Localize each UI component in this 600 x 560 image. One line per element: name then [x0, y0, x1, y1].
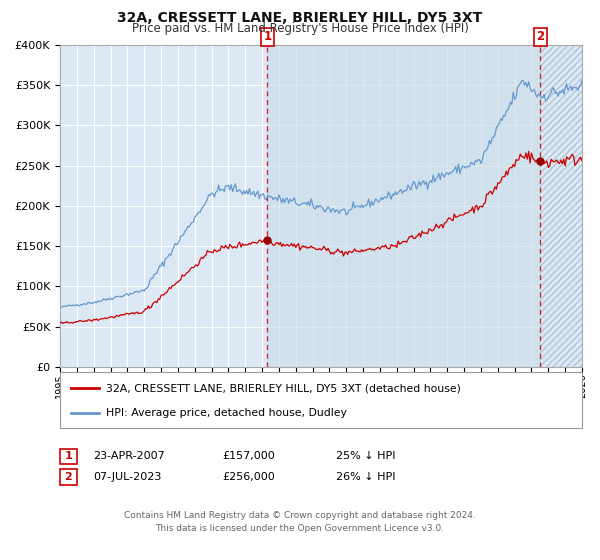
Text: £256,000: £256,000	[222, 472, 275, 482]
Text: 25% ↓ HPI: 25% ↓ HPI	[336, 451, 395, 461]
Text: Contains HM Land Registry data © Crown copyright and database right 2024.: Contains HM Land Registry data © Crown c…	[124, 511, 476, 520]
Text: Price paid vs. HM Land Registry's House Price Index (HPI): Price paid vs. HM Land Registry's House …	[131, 22, 469, 35]
Text: HPI: Average price, detached house, Dudley: HPI: Average price, detached house, Dudl…	[106, 408, 347, 418]
Text: This data is licensed under the Open Government Licence v3.0.: This data is licensed under the Open Gov…	[155, 524, 445, 533]
Text: 1: 1	[263, 30, 271, 43]
Text: 07-JUL-2023: 07-JUL-2023	[93, 472, 161, 482]
Text: 32A, CRESSETT LANE, BRIERLEY HILL, DY5 3XT: 32A, CRESSETT LANE, BRIERLEY HILL, DY5 3…	[118, 11, 482, 25]
Text: 1: 1	[65, 451, 72, 461]
Text: 2: 2	[65, 472, 72, 482]
Text: 32A, CRESSETT LANE, BRIERLEY HILL, DY5 3XT (detached house): 32A, CRESSETT LANE, BRIERLEY HILL, DY5 3…	[106, 383, 461, 393]
Text: £157,000: £157,000	[222, 451, 275, 461]
Text: 23-APR-2007: 23-APR-2007	[93, 451, 165, 461]
Text: 2: 2	[536, 30, 544, 43]
Text: 26% ↓ HPI: 26% ↓ HPI	[336, 472, 395, 482]
